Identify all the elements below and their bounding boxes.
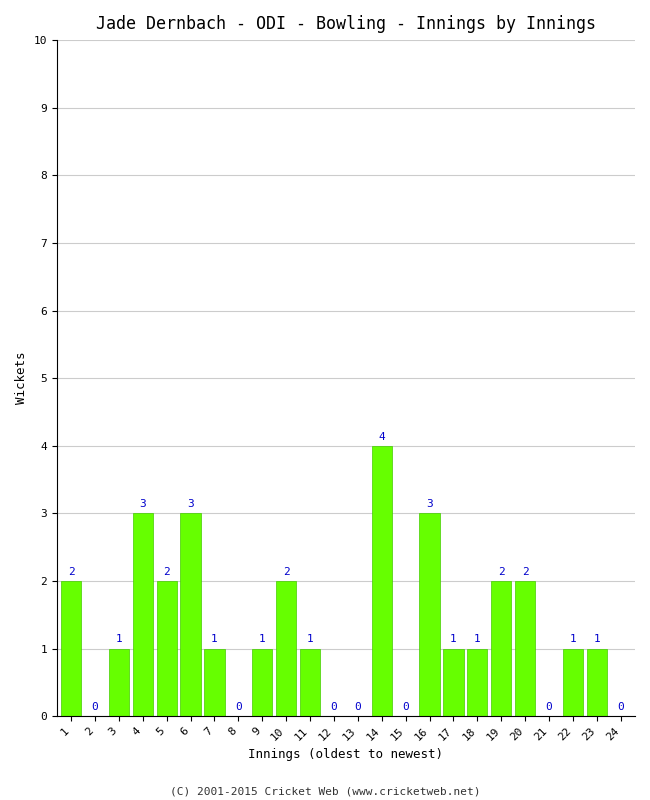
Text: 2: 2: [68, 567, 75, 577]
Text: 1: 1: [569, 634, 577, 645]
Bar: [300, 649, 320, 716]
Bar: [419, 514, 439, 716]
Text: 2: 2: [498, 567, 504, 577]
Bar: [204, 649, 225, 716]
Text: 1: 1: [593, 634, 600, 645]
Text: 0: 0: [331, 702, 337, 712]
Bar: [563, 649, 583, 716]
Text: 3: 3: [187, 499, 194, 510]
Text: 2: 2: [163, 567, 170, 577]
Bar: [181, 514, 201, 716]
Bar: [467, 649, 488, 716]
Bar: [109, 649, 129, 716]
Text: 1: 1: [116, 634, 122, 645]
Text: 4: 4: [378, 432, 385, 442]
Title: Jade Dernbach - ODI - Bowling - Innings by Innings: Jade Dernbach - ODI - Bowling - Innings …: [96, 15, 596, 33]
Text: 2: 2: [283, 567, 289, 577]
Bar: [276, 581, 296, 716]
Y-axis label: Wickets: Wickets: [15, 352, 28, 404]
Text: 1: 1: [259, 634, 266, 645]
Text: 1: 1: [211, 634, 218, 645]
Text: 1: 1: [307, 634, 313, 645]
Bar: [586, 649, 607, 716]
Text: 1: 1: [450, 634, 457, 645]
Bar: [372, 446, 392, 716]
Bar: [252, 649, 272, 716]
Text: (C) 2001-2015 Cricket Web (www.cricketweb.net): (C) 2001-2015 Cricket Web (www.cricketwe…: [170, 786, 480, 796]
Text: 0: 0: [92, 702, 98, 712]
Text: 0: 0: [402, 702, 409, 712]
Text: 0: 0: [354, 702, 361, 712]
Text: 1: 1: [474, 634, 481, 645]
Text: 3: 3: [426, 499, 433, 510]
Bar: [157, 581, 177, 716]
Text: 0: 0: [235, 702, 242, 712]
Bar: [491, 581, 512, 716]
Bar: [443, 649, 463, 716]
X-axis label: Innings (oldest to newest): Innings (oldest to newest): [248, 748, 443, 761]
Bar: [61, 581, 81, 716]
Text: 3: 3: [139, 499, 146, 510]
Text: 2: 2: [522, 567, 528, 577]
Bar: [515, 581, 535, 716]
Bar: [133, 514, 153, 716]
Text: 0: 0: [545, 702, 552, 712]
Text: 0: 0: [618, 702, 624, 712]
